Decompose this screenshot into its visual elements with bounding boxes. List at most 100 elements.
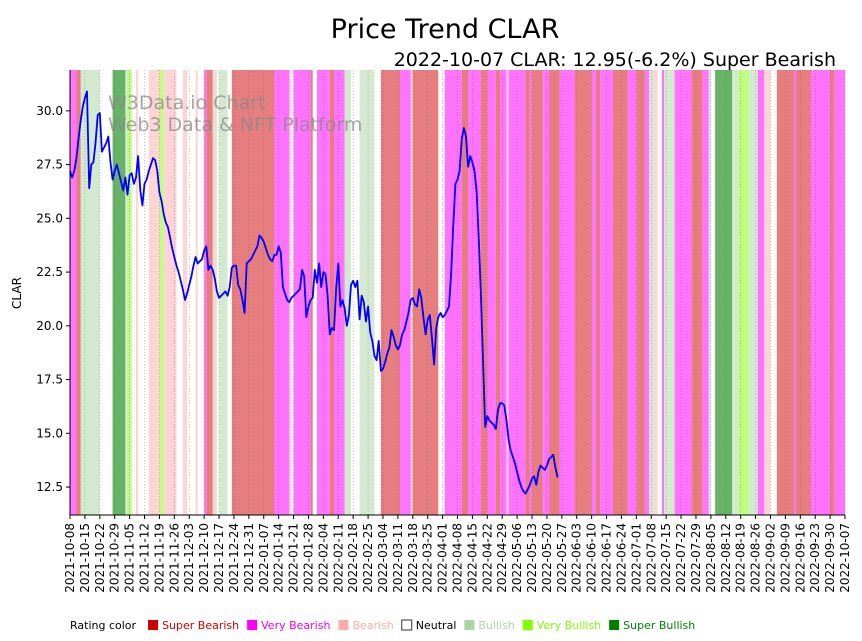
- rating-band-bearish: [289, 70, 292, 515]
- x-tick-label: 2021-11-12: [138, 523, 152, 593]
- price-line: [69, 90, 559, 495]
- rating-band-super-bearish: [830, 70, 835, 515]
- x-tick-label: 2022-03-04: [376, 523, 390, 593]
- y-tick-label: 27.5: [36, 158, 63, 172]
- legend-label-very-bearish: Very Bearish: [261, 619, 330, 632]
- x-tick-label: 2021-11-05: [123, 523, 137, 593]
- x-tick-label: 2022-03-11: [391, 523, 405, 593]
- rating-band-super-bearish: [574, 70, 592, 515]
- x-tick-label: 2021-12-31: [242, 523, 256, 593]
- rating-band-super-bearish: [525, 70, 530, 515]
- legend-prefix: Rating color: [70, 619, 137, 632]
- legend-label-super-bearish: Super Bearish: [162, 619, 239, 632]
- rating-band-bearish: [163, 70, 177, 515]
- x-tick-label: 2022-06-17: [600, 523, 614, 593]
- rating-band-super-bearish: [76, 70, 81, 515]
- rating-band-super-bearish: [495, 70, 501, 515]
- legend-label-bullish: Bullish: [478, 619, 514, 632]
- x-tick-label: 2022-07-01: [629, 523, 643, 593]
- rating-band-super-bullish: [715, 70, 733, 515]
- watermark-line-1: W3Data.io Chart: [108, 92, 265, 114]
- rating-band-bullish: [732, 70, 739, 515]
- x-tick-label: 2022-09-30: [823, 523, 837, 593]
- rating-bands: [69, 70, 846, 515]
- rating-band-bullish: [749, 70, 758, 515]
- x-tick-label: 2022-07-22: [674, 523, 688, 593]
- rating-band-bearish: [506, 70, 509, 515]
- rating-band-very-bearish: [702, 70, 709, 515]
- legend-swatch-bearish: [338, 620, 349, 630]
- x-tick-label: 2022-05-13: [525, 523, 539, 593]
- x-tick-label: 2022-10-07: [838, 523, 852, 593]
- rating-band-very-bullish: [159, 70, 164, 515]
- rating-band-bearish: [182, 70, 188, 515]
- x-tick-label: 2022-01-21: [287, 523, 301, 593]
- rating-band-super-bearish: [461, 70, 469, 515]
- x-tick-label: 2022-08-26: [749, 523, 763, 593]
- rating-band-very-bearish: [559, 70, 575, 515]
- legend-swatch-super-bullish: [609, 620, 620, 630]
- rating-band-super-bearish: [612, 70, 628, 515]
- rating-band-very-bearish: [757, 70, 765, 515]
- rating-band-very-bearish: [834, 70, 845, 515]
- rating-band-very-bearish: [70, 70, 77, 515]
- rating-band-very-bearish: [591, 70, 596, 515]
- axes: 12.5 15.0 17.5 20.0 22.5 25.0 27.5 30.0 2021-10-…: [36, 70, 852, 593]
- rating-band-bullish: [708, 70, 711, 515]
- rating-band-very-bearish: [627, 70, 637, 515]
- rating-band-super-bearish: [595, 70, 601, 515]
- x-tick-label: 2022-05-27: [555, 523, 569, 593]
- y-tick-label: 17.5: [36, 373, 63, 387]
- x-tick-label: 2022-01-28: [301, 523, 315, 593]
- rating-band-super-bearish: [549, 70, 560, 515]
- x-tick-label: 2022-02-18: [346, 523, 360, 593]
- x-tick-label: 2022-05-06: [510, 523, 524, 593]
- x-tick-label: 2022-09-02: [763, 523, 777, 593]
- watermark: W3Data.io Chart Web3 Data & NFT Platform: [108, 92, 362, 136]
- rating-band-very-bearish: [661, 70, 665, 515]
- rating-band-super-bullish: [112, 70, 126, 515]
- x-tick-label: 2021-10-29: [108, 523, 122, 593]
- rating-band-very-bearish: [487, 70, 496, 515]
- x-tick-label: 2022-02-04: [316, 523, 330, 593]
- rating-band-very-bearish: [444, 70, 462, 515]
- x-tick-label: 2022-07-15: [659, 523, 673, 593]
- chart-subtitle: 2022-10-07 CLAR: 12.95(-6.2%) Super Bear…: [394, 49, 836, 71]
- rating-band-super-bearish: [412, 70, 439, 515]
- rating-band-very-bearish: [644, 70, 650, 515]
- rating-band-very-bearish: [674, 70, 692, 515]
- legend-label-super-bullish: Super Bullish: [623, 619, 695, 632]
- rating-band-bullish: [344, 70, 352, 515]
- rating-band-bullish: [214, 70, 217, 515]
- y-axis-label: CLAR: [10, 277, 24, 309]
- rating-band-super-bearish: [380, 70, 401, 515]
- rating-band-bullish: [359, 70, 375, 515]
- x-tick-label: 2021-12-03: [182, 523, 196, 593]
- rating-band-bearish: [195, 70, 198, 515]
- legend-label-neutral: Neutral: [416, 619, 457, 632]
- watermark-line-2: Web3 Data & NFT Platform: [108, 114, 362, 136]
- x-tick-label: 2022-04-01: [436, 523, 450, 593]
- y-tick-label: 22.5: [36, 265, 63, 279]
- rating-band-bearish: [410, 70, 413, 515]
- x-tick-label: 2022-01-07: [257, 523, 271, 593]
- legend-label-bearish: Bearish: [352, 619, 393, 632]
- y-tick-label: 25.0: [36, 211, 63, 225]
- rating-band-bearish: [653, 70, 658, 515]
- x-tick-label: 2022-03-25: [421, 523, 435, 593]
- x-tick-label: 2021-12-10: [197, 523, 211, 593]
- rating-band-very-bearish: [204, 70, 207, 515]
- rating-band-super-bearish: [231, 70, 275, 515]
- legend-swatch-bullish: [464, 620, 475, 630]
- x-tick-label: 2022-08-05: [704, 523, 718, 593]
- x-tick-label: 2022-02-25: [361, 523, 375, 593]
- rating-band-super-bearish: [206, 70, 213, 515]
- rating-band-very-bearish: [500, 70, 507, 515]
- x-tick-label: 2022-02-11: [331, 523, 345, 593]
- x-tick-label: 2021-10-08: [63, 523, 77, 593]
- rating-band-super-bearish: [329, 70, 335, 515]
- rating-band-bullish: [125, 70, 128, 515]
- x-tick-label: 2022-01-14: [272, 523, 286, 593]
- legend-swatch-super-bearish: [148, 620, 159, 630]
